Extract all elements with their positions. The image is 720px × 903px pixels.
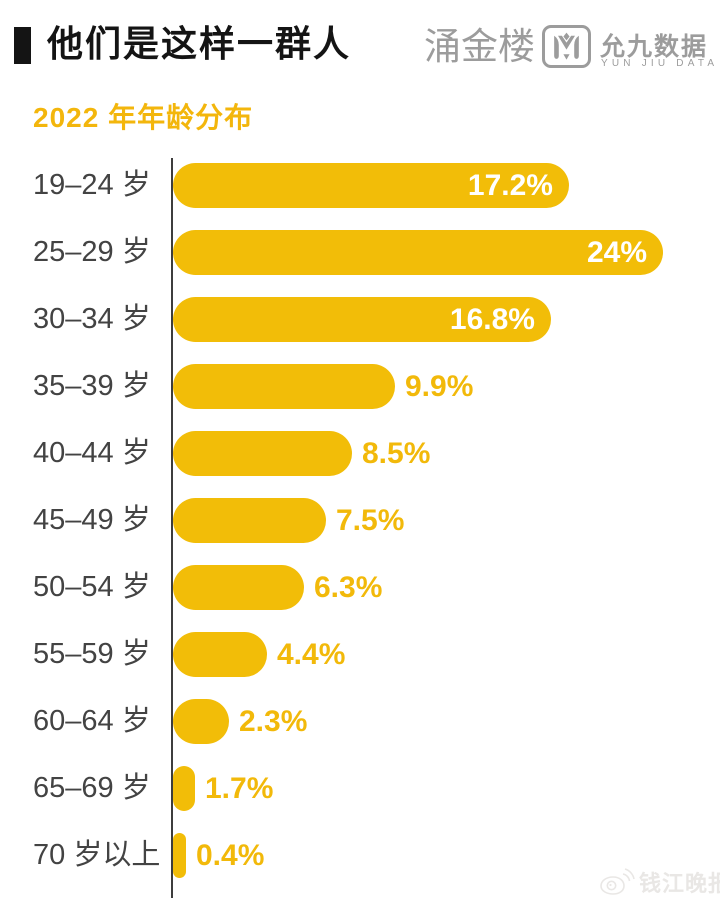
chart-row: 50–54 岁 6.3% (0, 565, 720, 632)
bar (173, 632, 267, 677)
bar-value-label-outside: 6.3% (314, 570, 383, 604)
page-title: 他们是这样一群人 (47, 23, 352, 64)
yunjiu-logo-name: 允九数据 (600, 33, 709, 61)
bar-value-label-outside: 4.4% (277, 637, 346, 671)
category-label: 65–69 岁 (33, 772, 151, 804)
weibo-icon (600, 868, 635, 895)
watermark-text: 钱江晚报 (639, 871, 720, 896)
bar-value-label-outside: 2.3% (239, 704, 308, 738)
chart-row: 55–59 岁 4.4% (0, 632, 720, 699)
bar-value-label: 17.2% (467, 169, 553, 202)
bar-value-label: 24% (586, 236, 647, 269)
bar (173, 565, 304, 610)
yunjiu-logo-subtitle: YUN JIU DATA (601, 58, 719, 69)
bar-value-label-outside: 8.5% (362, 436, 431, 470)
chart-row: 30–34 岁 16.8% (0, 297, 720, 364)
yongjinlou-logo: 涌金楼 (424, 26, 535, 67)
chart-row: 35–39 岁 9.9% (0, 364, 720, 431)
y-axis-line (171, 158, 173, 898)
category-label: 40–44 岁 (33, 437, 151, 469)
title-marker-block (14, 27, 31, 64)
chart-title: 2022 年年龄分布 (33, 102, 254, 133)
bar (173, 766, 195, 811)
bar (173, 431, 352, 476)
chart-row: 40–44 岁 8.5% (0, 431, 720, 498)
chart-row: 25–29 岁 24% (0, 230, 720, 297)
bar-value-label-outside: 1.7% (205, 771, 274, 805)
chart-row: 60–64 岁 2.3% (0, 699, 720, 766)
chart-row: 70 岁以上 0.4% (0, 833, 720, 900)
bar: 17.2% (173, 163, 569, 208)
bar (173, 699, 229, 744)
bar-value-label-outside: 0.4% (196, 838, 265, 872)
category-label: 25–29 岁 (33, 236, 151, 268)
bar-value-label-outside: 7.5% (336, 503, 405, 537)
watermark: 钱江晚报 (599, 866, 720, 898)
category-label: 50–54 岁 (33, 571, 151, 603)
bar (173, 833, 186, 878)
category-label: 45–49 岁 (33, 504, 151, 536)
bar-chart: 19–24 岁 17.2% 25–29 岁 24% 30–34 岁 16.8% … (0, 163, 720, 900)
bar (173, 498, 326, 543)
category-label: 19–24 岁 (33, 169, 151, 201)
chart-row: 65–69 岁 1.7% (0, 766, 720, 833)
bar (173, 364, 395, 409)
chart-row: 19–24 岁 17.2% (0, 163, 720, 230)
category-label: 70 岁以上 (33, 839, 161, 871)
bar-value-label-outside: 9.9% (405, 369, 474, 403)
category-label: 55–59 岁 (33, 638, 151, 670)
chart-row: 45–49 岁 7.5% (0, 498, 720, 565)
category-label: 35–39 岁 (33, 370, 151, 402)
category-label: 30–34 岁 (33, 303, 151, 335)
yunjiu-monogram-icon (554, 32, 579, 60)
bar: 16.8% (173, 297, 551, 342)
yunjiu-logo-icon (542, 25, 591, 68)
bar: 24% (173, 230, 663, 275)
category-label: 60–64 岁 (33, 705, 151, 737)
bar-value-label: 16.8% (449, 303, 535, 336)
